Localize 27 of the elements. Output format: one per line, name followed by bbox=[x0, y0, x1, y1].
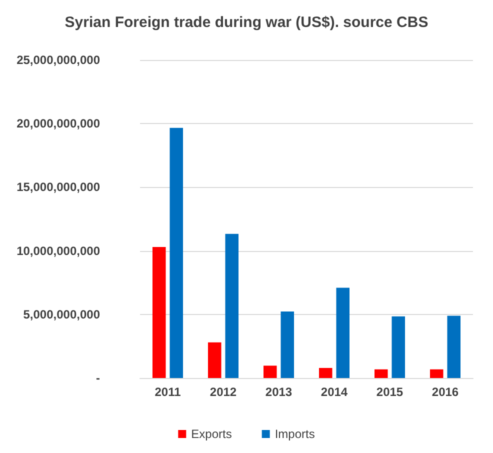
x-tick-label: 2016 bbox=[432, 385, 459, 399]
bar bbox=[392, 316, 406, 378]
x-tick-label: 2014 bbox=[320, 385, 348, 399]
bar bbox=[430, 369, 444, 378]
y-tick-label: - bbox=[96, 371, 100, 385]
bar bbox=[280, 311, 294, 378]
bar bbox=[225, 234, 239, 378]
y-tick-label: 15,000,000,000 bbox=[16, 180, 100, 194]
y-tick-label: 25,000,000,000 bbox=[16, 53, 100, 67]
bar bbox=[208, 342, 222, 378]
bar bbox=[263, 366, 277, 378]
x-tick-label: 2011 bbox=[154, 385, 182, 399]
chart-title: Syrian Foreign trade during war (US$). source CBS bbox=[64, 14, 428, 31]
bar bbox=[447, 316, 461, 378]
bar bbox=[374, 369, 388, 378]
x-tick-label: 2015 bbox=[376, 385, 404, 399]
y-tick-label: 20,000,000,000 bbox=[16, 116, 100, 131]
x-tick-label: 2012 bbox=[210, 385, 237, 399]
y-tick-label: 10,000,000,000 bbox=[16, 244, 100, 258]
bar bbox=[170, 128, 184, 378]
x-tick-label: 2013 bbox=[265, 385, 292, 399]
legend-label: Imports bbox=[274, 427, 315, 441]
bar bbox=[152, 246, 166, 378]
y-tick-label: 5,000,000,000 bbox=[23, 307, 100, 322]
legend-label: Exports bbox=[191, 427, 232, 441]
bar bbox=[336, 288, 350, 378]
bar bbox=[318, 368, 332, 378]
